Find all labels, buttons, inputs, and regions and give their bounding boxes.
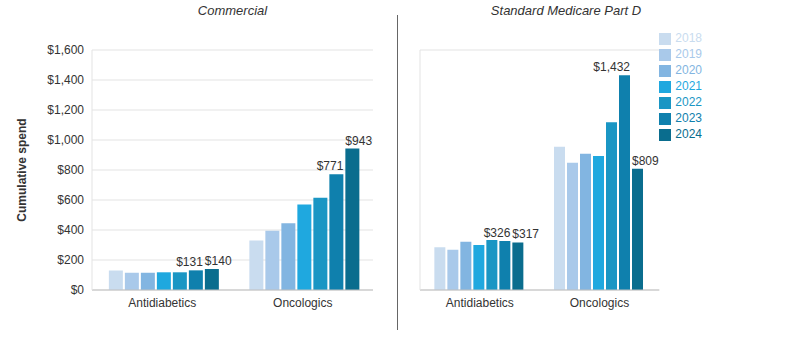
svg-text:$1,000: $1,000	[47, 133, 84, 147]
svg-text:Oncologics: Oncologics	[570, 296, 629, 310]
html-text:2019: 2019	[675, 47, 702, 61]
svg-text:$0: $0	[71, 283, 85, 297]
svg-text:$400: $400	[57, 223, 84, 237]
svg-text:$600: $600	[57, 193, 84, 207]
html-text:2023: 2023	[675, 111, 702, 125]
html-text:2018: 2018	[675, 31, 702, 45]
svg-text:Antidiabetics: Antidiabetics	[128, 296, 196, 310]
svg-text:$200: $200	[57, 253, 84, 267]
svg-text:$771: $771	[317, 159, 344, 173]
svg-text:Antidiabetics: Antidiabetics	[446, 296, 514, 310]
svg-text:Cumulative spend: Cumulative spend	[15, 118, 29, 221]
svg-text:$326: $326	[484, 226, 511, 240]
html-text:2020: 2020	[675, 63, 702, 77]
html-text:2021: 2021	[675, 79, 702, 93]
svg-text:$1,200: $1,200	[47, 103, 84, 117]
svg-text:$1,432: $1,432	[593, 60, 630, 74]
svg-text:$131: $131	[176, 255, 203, 269]
svg-text:Oncologics: Oncologics	[273, 296, 332, 310]
svg-text:$317: $317	[512, 227, 539, 241]
svg-text:$140: $140	[205, 254, 232, 268]
svg-text:$800: $800	[57, 163, 84, 177]
html-text:Standard Medicare Part D: Standard Medicare Part D	[490, 3, 642, 18]
svg-text:$943: $943	[345, 134, 372, 148]
svg-text:$809: $809	[632, 154, 659, 168]
html-text:Commercial: Commercial	[197, 3, 268, 18]
svg-text:$1,400: $1,400	[47, 73, 84, 87]
svg-text:$1,600: $1,600	[47, 43, 84, 57]
html-text:2024: 2024	[675, 127, 702, 141]
html-text:2022: 2022	[675, 95, 702, 109]
